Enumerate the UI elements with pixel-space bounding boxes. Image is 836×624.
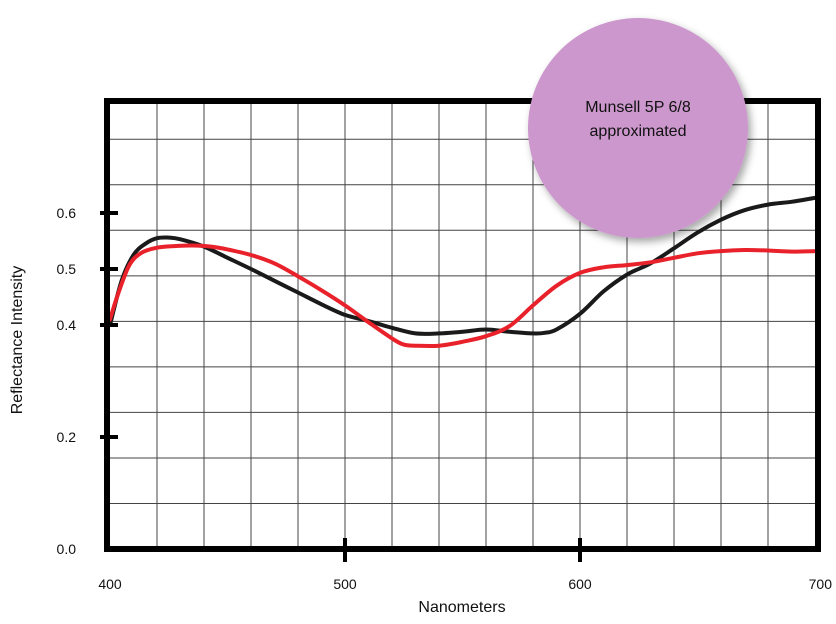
- axis-ticks: 0.0 0.2 0.4 0.5 0.6 400 500 600 700: [57, 205, 833, 592]
- y-axis-title: Reflectance Intensity: [9, 266, 26, 415]
- y-tick-label: 0.2: [57, 429, 77, 445]
- callout-circle: [528, 18, 748, 238]
- series-line-1: [108, 195, 817, 336]
- x-tick-label: 400: [98, 576, 122, 592]
- x-tick-label: 500: [333, 576, 357, 592]
- callout-line-1: Munsell 5P 6/8: [585, 99, 691, 116]
- y-tick-label: 0.0: [57, 541, 77, 557]
- callout-line-2: approximated: [590, 123, 687, 140]
- y-tick-label: 0.4: [57, 317, 77, 333]
- x-tick-label: 700: [809, 576, 833, 592]
- x-axis-title: Nanometers: [418, 599, 505, 616]
- x-tick-label: 600: [568, 576, 592, 592]
- y-tick-label: 0.5: [57, 261, 77, 277]
- series-group: [108, 195, 817, 349]
- y-tick-label: 0.6: [57, 205, 77, 221]
- callout-bubble: Munsell 5P 6/8 approximated: [528, 18, 748, 238]
- series-line-2: [108, 243, 817, 349]
